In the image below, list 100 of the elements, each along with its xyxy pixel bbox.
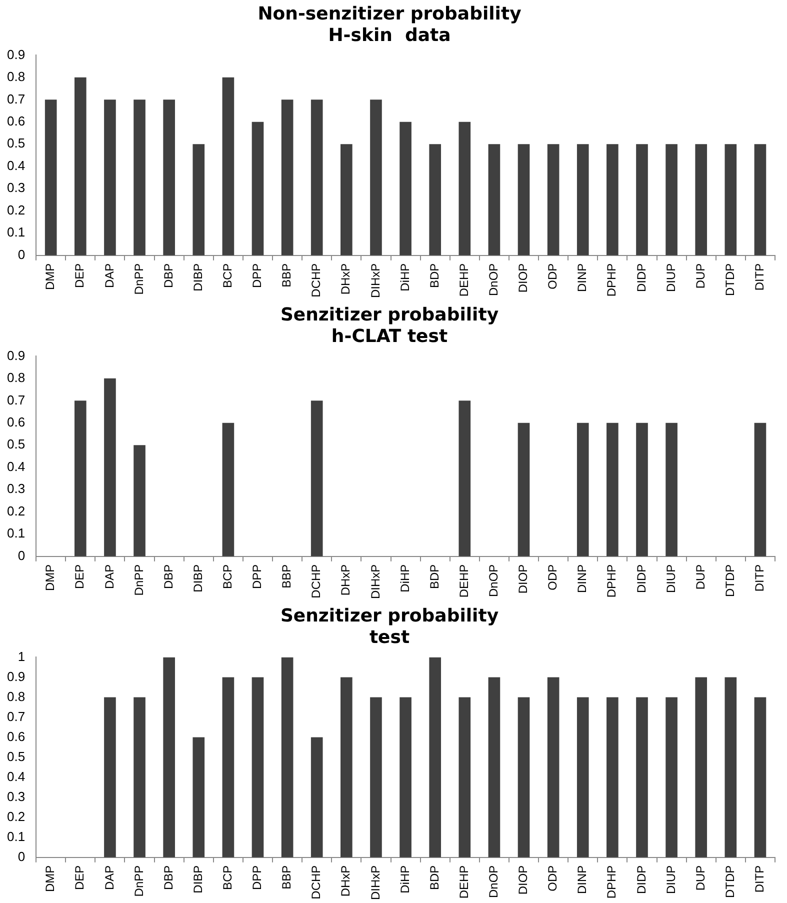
y-tick-label: 0 (18, 548, 26, 563)
y-tick-label: 0.1 (6, 828, 26, 844)
bar (192, 144, 205, 256)
x-tick-label: DTDP (722, 865, 737, 898)
bar (310, 737, 323, 858)
x-tick-label: DTDP (722, 564, 737, 597)
x-tick-label: DAP (102, 865, 116, 890)
y-tick-label: 0.5 (6, 436, 26, 452)
x-tick-label: ODP (546, 564, 560, 590)
bar (636, 144, 648, 256)
bar (44, 100, 57, 256)
x-tick-label: BCP (220, 263, 235, 288)
bar (370, 100, 382, 256)
y-tick-label: 0.4 (6, 458, 26, 474)
y-tick-label: 0.7 (6, 708, 26, 724)
y-tick-label: 0.3 (6, 481, 26, 496)
x-tick-label: DITP (752, 865, 767, 893)
x-tick-label: DIUP (664, 564, 678, 593)
x-tick-label: DAP (102, 564, 116, 590)
x-tick-label: BBP (280, 865, 294, 890)
bar (576, 144, 589, 256)
x-tick-label: DUP (693, 865, 708, 891)
x-tick-label: DnPP (132, 564, 146, 596)
y-tick-label: 0.2 (6, 503, 26, 518)
x-tick-label: DBP (161, 263, 176, 288)
x-tick-label: DIDP (634, 865, 648, 894)
y-tick-label: 0.1 (6, 526, 26, 541)
x-tick-label: DEP (72, 564, 87, 590)
bar (134, 100, 146, 256)
chart-title: Senzitizer probability h-CLAT test (280, 304, 499, 348)
bar (310, 100, 323, 256)
y-tick-label: 0.2 (6, 202, 26, 218)
bar (163, 100, 175, 256)
bar (74, 400, 86, 556)
bar (429, 657, 442, 858)
y-tick-label: 0.6 (6, 728, 26, 744)
bar (518, 422, 530, 556)
bar (518, 697, 530, 858)
x-tick-label: DHxP (338, 865, 353, 897)
bar (606, 144, 618, 256)
x-tick-label: DEP (72, 865, 87, 890)
x-tick-label: DHxP (338, 263, 353, 295)
y-tick-label: 0.9 (6, 668, 26, 684)
x-tick-label: DEHP (456, 263, 471, 297)
bar (724, 144, 737, 256)
y-tick-label: 0.5 (6, 748, 26, 764)
y-tick-label: 0.4 (6, 768, 26, 784)
x-tick-label: DPHP (604, 564, 619, 598)
x-tick-label: DCHP (309, 564, 324, 598)
bar (636, 697, 648, 858)
x-tick-label: DITP (752, 263, 767, 291)
x-tick-label: BDP (427, 564, 442, 590)
bar (666, 144, 678, 256)
x-tick-label: DnOP (486, 263, 501, 296)
bar (281, 657, 294, 858)
bar (400, 697, 412, 858)
x-tick-label: DUP (693, 263, 708, 289)
bar (400, 122, 412, 256)
x-tick-label: DnOP (486, 865, 501, 898)
bar (104, 697, 116, 858)
x-tick-label: DITP (752, 564, 767, 592)
x-tick-label: DBP (161, 865, 176, 890)
x-tick-label: DEHP (456, 564, 471, 598)
chart-title: Senzitizer probability test (280, 605, 499, 648)
x-tick-label: DIUP (664, 865, 678, 894)
x-tick-label: DIDP (634, 263, 648, 292)
x-tick-label: BDP (427, 865, 442, 890)
y-tick-label: 0.7 (6, 392, 26, 408)
y-tick-label: 0.4 (6, 158, 26, 173)
x-tick-label: DIBP (190, 564, 205, 592)
bar (518, 144, 530, 256)
y-tick-label: 0 (18, 848, 26, 864)
bar (576, 422, 589, 556)
bar (74, 77, 86, 256)
x-tick-label: DIOP (516, 263, 530, 293)
y-tick-label: 0.6 (6, 113, 26, 128)
x-tick-label: DINP (575, 564, 590, 593)
y-tick-label: 1 (18, 648, 26, 664)
x-tick-label: DCHP (309, 865, 324, 900)
bar (724, 677, 737, 858)
x-tick-label: DIBP (190, 263, 205, 292)
x-tick-label: DBP (161, 564, 176, 590)
y-tick-label: 0.5 (6, 136, 26, 151)
x-tick-label: DIHxP (368, 564, 382, 599)
x-tick-label: DINP (575, 865, 590, 894)
bar (547, 144, 560, 256)
y-tick-label: 0.6 (6, 414, 26, 430)
x-tick-label: DIOP (516, 564, 530, 594)
x-tick-label: DMP (43, 564, 58, 591)
x-tick-label: DPHP (604, 865, 619, 899)
bar (252, 677, 264, 858)
x-tick-label: DIOP (516, 865, 530, 895)
bar (134, 445, 146, 556)
x-tick-label: DnPP (132, 865, 146, 897)
x-tick-label: BCP (220, 865, 235, 890)
y-tick-label: 0.2 (6, 808, 26, 824)
y-tick-label: 0.8 (6, 370, 26, 386)
x-tick-label: DnPP (132, 263, 146, 295)
bar (606, 697, 618, 858)
bar (695, 677, 708, 858)
